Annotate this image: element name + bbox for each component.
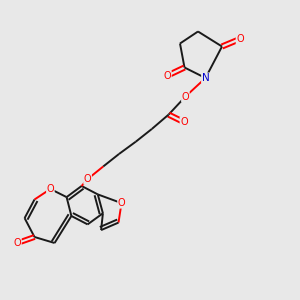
Text: N: N xyxy=(202,73,209,83)
Text: O: O xyxy=(182,92,189,102)
Text: O: O xyxy=(118,198,125,208)
Text: O: O xyxy=(180,117,188,127)
Text: O: O xyxy=(84,174,92,184)
Text: O: O xyxy=(164,70,171,81)
Text: O: O xyxy=(236,34,244,44)
Text: O: O xyxy=(14,238,21,248)
Text: O: O xyxy=(46,184,54,194)
